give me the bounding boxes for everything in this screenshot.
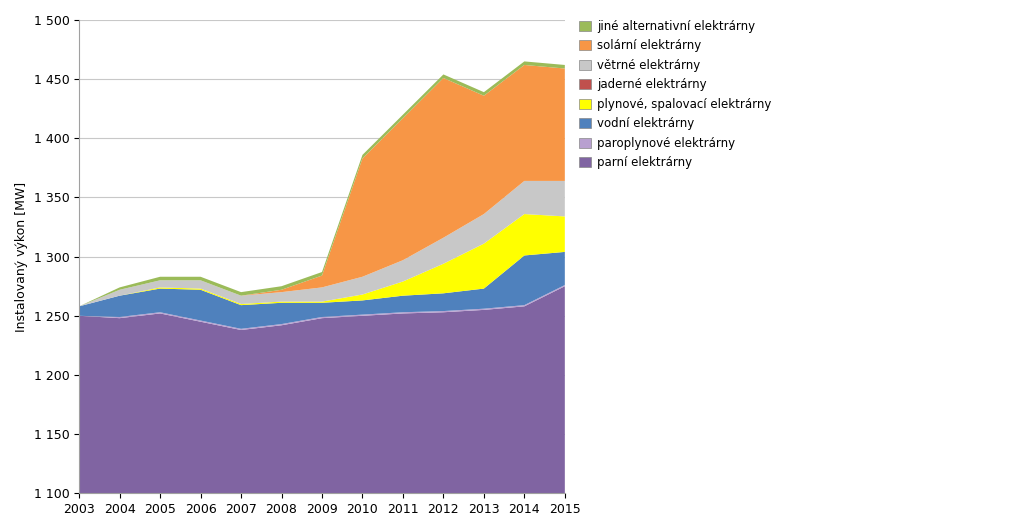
Y-axis label: Instalovaný výkon [MW]: Instalovaný výkon [MW] [15,182,28,332]
Legend: jiné alternativní elektrárny, solární elektrárny, větrné elektrárny, jaderné ele: jiné alternativní elektrárny, solární el… [576,16,774,173]
